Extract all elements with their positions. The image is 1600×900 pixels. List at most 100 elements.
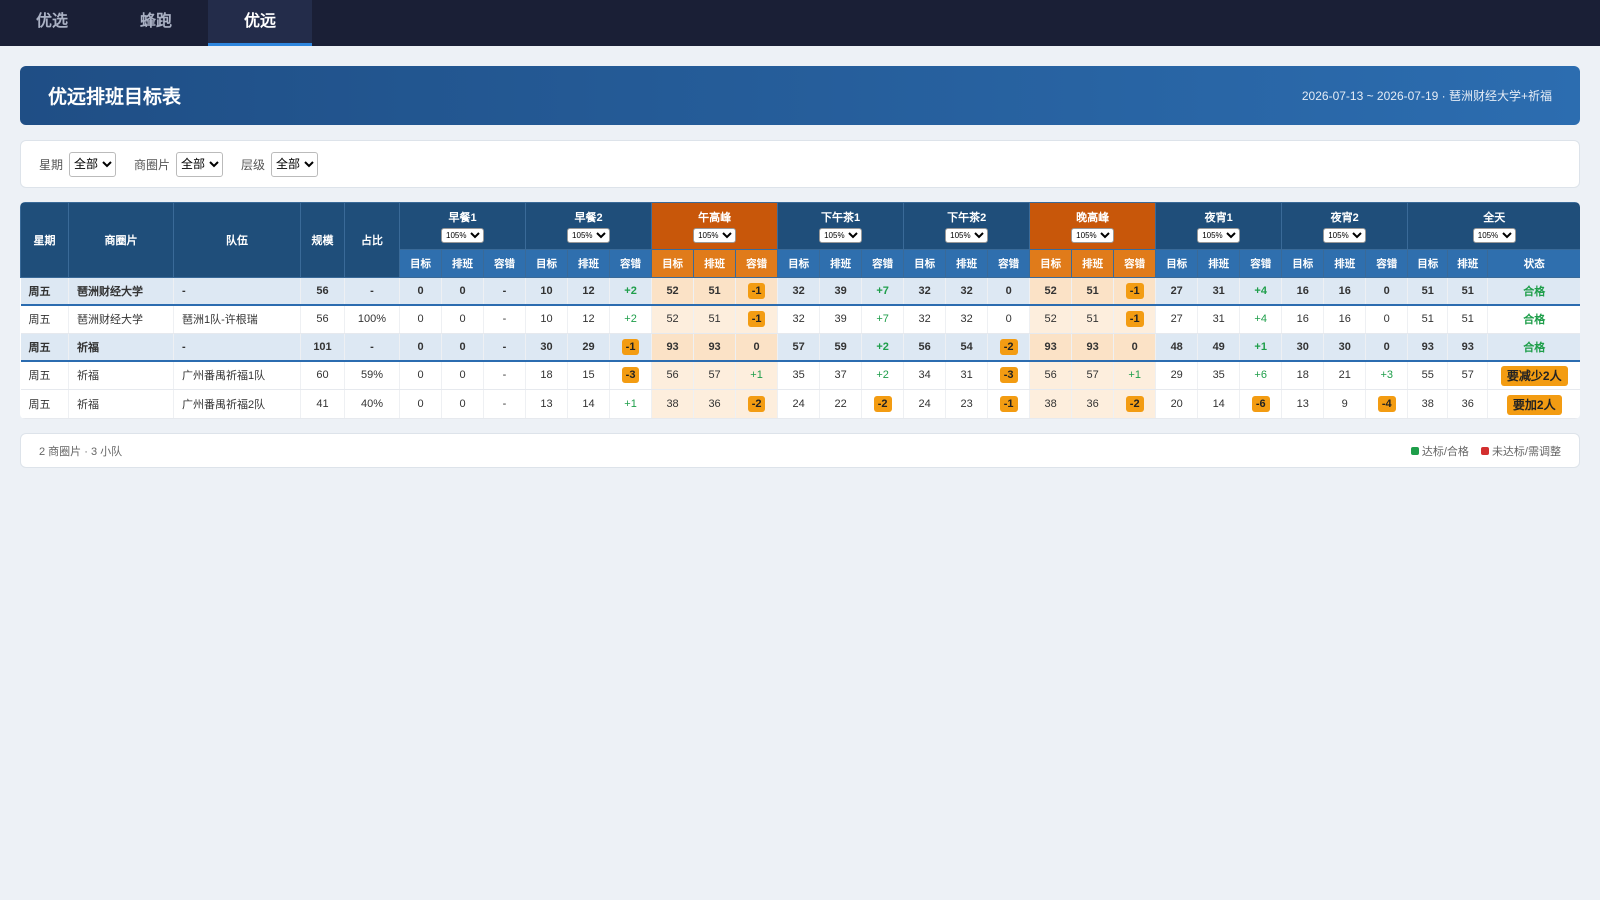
- column-header: 队伍: [173, 202, 301, 278]
- tolerance-cell: -1: [735, 304, 779, 334]
- cell: 24: [903, 389, 947, 419]
- cell: 59: [819, 333, 863, 361]
- cell: 12: [567, 304, 611, 334]
- tolerance-value: +3: [1380, 369, 1393, 382]
- page-header: 优远排班目标表 2026-07-13 ~ 2026-07-19 · 琶洲财经大学…: [20, 66, 1580, 125]
- tolerance-cell: -6: [1239, 389, 1283, 419]
- sub-header: 容错: [1365, 249, 1409, 278]
- cell: 93: [693, 333, 737, 361]
- filter-select[interactable]: 全部: [271, 151, 319, 177]
- cell: 35: [777, 360, 821, 390]
- cell: 56: [300, 277, 345, 305]
- cell: -: [344, 277, 400, 305]
- period-name: 下午茶2: [947, 212, 987, 224]
- cell: 37: [819, 360, 863, 390]
- cell: 36: [1071, 389, 1115, 419]
- cell: 34: [903, 360, 947, 390]
- sub-header: 容错: [987, 249, 1031, 278]
- tolerance-value: +1: [624, 398, 637, 410]
- tolerance-value: 0: [1383, 340, 1390, 353]
- sub-header: 目标: [777, 249, 821, 278]
- ratio-select[interactable]: 105%: [567, 228, 611, 243]
- cell: 56: [903, 333, 947, 361]
- team-row: 周五 琶洲财经大学 琶洲1队-许根瑞 56 100% 0 0-10 12 +2 52 51 -1 32 3…: [20, 304, 1580, 334]
- sub-header: 排班: [1323, 249, 1367, 278]
- tolerance-cell: 0: [1113, 333, 1157, 361]
- filter-select[interactable]: 全部: [176, 151, 224, 177]
- tolerance-value: -: [502, 398, 507, 410]
- tolerance-cell: +7: [861, 304, 905, 334]
- cell: 41: [300, 389, 345, 419]
- tolerance-value: +4: [1254, 313, 1267, 326]
- tab[interactable]: 蜂跑: [139, 13, 172, 30]
- legend-swatch: [1480, 446, 1489, 455]
- ratio-select[interactable]: 105%: [1323, 228, 1367, 243]
- status: 合格: [1523, 314, 1546, 327]
- cell: 祈福: [68, 360, 174, 390]
- cell: 祈福: [68, 389, 174, 419]
- tolerance-cell: +1: [735, 360, 779, 390]
- tolerance-cell: -2: [987, 333, 1031, 361]
- period-header: 夜宵1 105%: [1155, 202, 1283, 250]
- cell: 100%: [344, 304, 400, 334]
- tolerance-cell: -1: [987, 389, 1031, 419]
- sub-header: 排班: [819, 249, 863, 278]
- cell: 21: [1323, 360, 1367, 390]
- tolerance-cell: -: [483, 277, 527, 305]
- tolerance-value: +2: [876, 340, 889, 353]
- legend-item: 未达标/需调整: [1480, 443, 1561, 459]
- tolerance-cell: -: [483, 333, 527, 361]
- cell: 15: [567, 360, 611, 390]
- tolerance-cell: -3: [609, 360, 653, 390]
- sub-header: 排班: [945, 249, 989, 278]
- cell: 0: [441, 304, 484, 334]
- tolerance-value: +1: [1254, 340, 1267, 353]
- period-name: 午高峰: [698, 212, 732, 224]
- cell: 51: [1447, 277, 1489, 305]
- cell: 48: [1155, 333, 1199, 361]
- cell: 32: [945, 304, 989, 334]
- ratio-select[interactable]: 105%: [1071, 228, 1115, 243]
- cell: 10: [525, 304, 569, 334]
- tab[interactable]: 优选: [35, 13, 68, 30]
- ratio-select[interactable]: 105%: [945, 228, 989, 243]
- cell: 周五: [20, 304, 69, 334]
- sub-header: 容错: [609, 249, 653, 278]
- ratio-select[interactable]: 105%: [441, 228, 485, 243]
- ratio-select[interactable]: 105%: [1197, 228, 1241, 243]
- tolerance-value: +4: [1254, 284, 1267, 297]
- cell: 0: [441, 333, 484, 361]
- tolerance-cell: -4: [1365, 389, 1409, 419]
- filter-select[interactable]: 全部: [69, 151, 117, 177]
- sub-header: 容错: [735, 249, 779, 278]
- tab[interactable]: 优远: [208, 0, 312, 46]
- cell: 30: [1323, 333, 1367, 361]
- status-cell: 合格: [1487, 304, 1580, 334]
- tolerance-cell: 0: [1365, 304, 1409, 334]
- sub-header: 排班: [441, 249, 484, 278]
- legend: 达标/合格 未达标/需调整: [1399, 443, 1561, 459]
- tolerance-cell: -3: [987, 360, 1031, 390]
- cell: 51: [1071, 277, 1115, 305]
- tolerance-value: -6: [1251, 396, 1270, 412]
- subheader-row: 目标 排班 容错 目标 排班 容错 目标 排班 容错 目标 排班 容错 目标 排班 容错 目标 排班 容错 目标 排班…: [21, 249, 1580, 278]
- cell: 93: [1447, 333, 1489, 361]
- period-name: 全天: [1483, 212, 1506, 224]
- tolerance-value: 0: [1005, 284, 1012, 297]
- filter-bar: 星期 全部 商圈片 全部 层级 全部: [20, 140, 1580, 188]
- tolerance-cell: 0: [987, 304, 1031, 334]
- ratio-select[interactable]: 105%: [1472, 228, 1516, 243]
- tolerance-cell: +1: [1113, 360, 1157, 390]
- tolerance-cell: +1: [609, 389, 653, 419]
- ratio-select[interactable]: 105%: [693, 228, 737, 243]
- period-header: 下午茶2 105%: [903, 202, 1031, 250]
- cell: 0: [441, 360, 484, 390]
- legend-swatch: [1410, 446, 1419, 455]
- sub-header: 排班: [567, 249, 611, 278]
- cell: 16: [1281, 304, 1325, 334]
- tolerance-value: -2: [873, 396, 892, 412]
- ratio-select[interactable]: 105%: [819, 228, 863, 243]
- cell: 56: [1029, 360, 1073, 390]
- cell: 10: [525, 277, 569, 305]
- footer: 2 商圈片 · 3 小队 达标/合格 未达标/需调整: [20, 433, 1580, 468]
